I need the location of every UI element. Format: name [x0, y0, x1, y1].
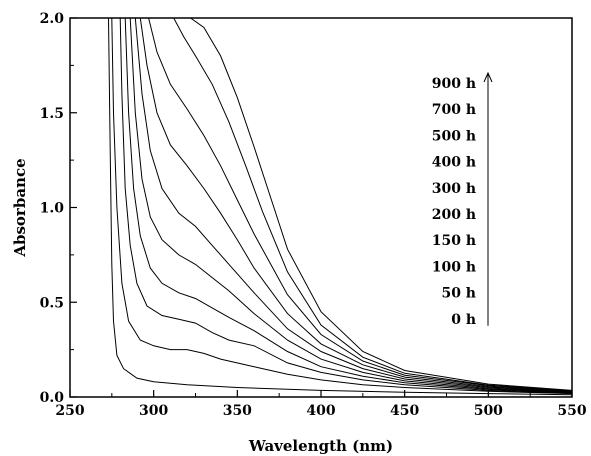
- legend-label: 100 h: [432, 259, 476, 275]
- legend-arrow-head-icon: [483, 71, 493, 83]
- legend-label: 50 h: [441, 286, 476, 302]
- y-axis-title: Absorbance: [11, 158, 29, 257]
- legend-label: 400 h: [432, 155, 476, 171]
- x-tick-label: 400: [306, 403, 335, 419]
- legend-label: 300 h: [432, 181, 476, 197]
- x-tick-label: 300: [139, 403, 168, 419]
- series-line-200h: [129, 18, 572, 393]
- plot-frame: [69, 17, 573, 398]
- y-tick-label: 0.5: [40, 295, 64, 311]
- series-line-400h: [139, 18, 572, 393]
- series-line-300h: [134, 18, 572, 393]
- x-tick-label: 250: [55, 403, 84, 419]
- legend-label: 0 h: [451, 312, 476, 328]
- x-tick-label: 350: [223, 403, 252, 419]
- x-tick-label: 550: [557, 403, 586, 419]
- x-tick-label: 500: [474, 403, 503, 419]
- y-tick-label: 1.0: [40, 201, 65, 217]
- y-tick-label: 0.0: [40, 390, 65, 406]
- y-tick-label: 2.0: [40, 11, 65, 27]
- series-line-900h: [190, 18, 572, 391]
- x-tick-label: 450: [390, 403, 419, 419]
- legend-label: 150 h: [432, 233, 476, 249]
- series-line-500h: [148, 18, 572, 392]
- series-line-0h: [108, 18, 572, 396]
- legend: 900 h 700 h 500 h 400 h 300 h 200 h 150 h 100 h…: [432, 71, 493, 328]
- axes: 250 300 350 400 450 500 550 0.0 0.5 1.0 1.5 2.0 Wave…: [11, 11, 587, 455]
- series-line-50h: [111, 18, 572, 395]
- legend-label: 200 h: [432, 207, 476, 223]
- legend-label: 500 h: [432, 128, 476, 144]
- y-tick-label: 1.5: [40, 106, 64, 122]
- series-line-100h: [119, 18, 572, 394]
- legend-label: 900 h: [432, 76, 476, 92]
- legend-label: 700 h: [432, 102, 476, 118]
- series-line-700h: [173, 18, 572, 392]
- x-axis-title: Wavelength (nm): [248, 437, 393, 455]
- series-lines: [108, 18, 572, 396]
- series-line-150h: [124, 18, 572, 394]
